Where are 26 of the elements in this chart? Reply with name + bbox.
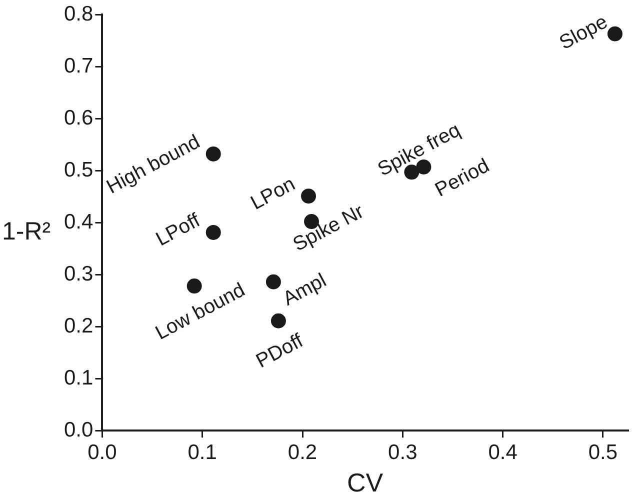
point bbox=[607, 26, 622, 42]
y-tick-label: 0.0 bbox=[64, 418, 94, 442]
y-tick-label: 0.4 bbox=[64, 210, 94, 234]
y-tick-label: 0.6 bbox=[64, 106, 94, 130]
x-tick-label: 0.4 bbox=[488, 440, 518, 464]
y-tick-label: 0.8 bbox=[64, 2, 94, 26]
point bbox=[206, 146, 221, 162]
y-axis-title: 1-R² bbox=[2, 217, 51, 246]
point bbox=[206, 224, 221, 240]
x-axis-title: CV bbox=[347, 468, 384, 498]
x-tick-label: 0.0 bbox=[88, 440, 117, 464]
x-tick-label: 0.2 bbox=[288, 440, 318, 464]
point bbox=[270, 313, 286, 328]
y-tick-label: 0.2 bbox=[64, 314, 94, 338]
x-tick-label: 0.1 bbox=[188, 440, 217, 464]
annotation: Slope bbox=[556, 10, 612, 54]
y-tick-label: 0.7 bbox=[64, 54, 94, 78]
y-tick-label: 0.3 bbox=[64, 262, 94, 286]
x-tick-label: 0.3 bbox=[388, 440, 418, 464]
point bbox=[266, 274, 281, 290]
point bbox=[301, 188, 316, 204]
y-tick-label: 0.1 bbox=[64, 366, 94, 390]
y-tick-label: 0.5 bbox=[64, 158, 94, 182]
x-tick-label: 0.5 bbox=[588, 440, 618, 464]
annotation: LPoff bbox=[152, 209, 204, 251]
annotation: Ampl bbox=[279, 269, 330, 310]
